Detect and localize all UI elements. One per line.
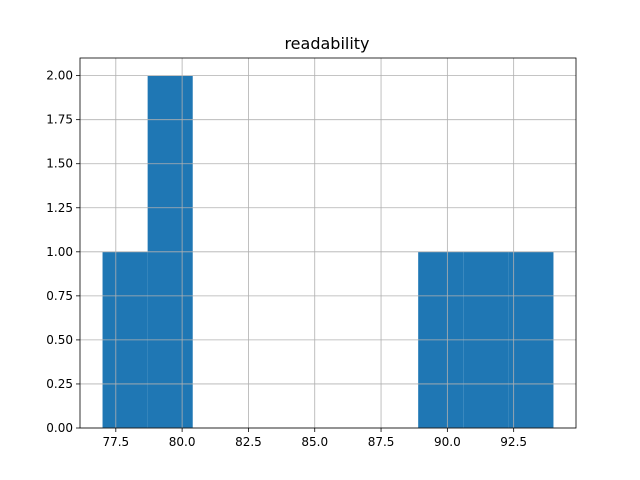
- x-tick-label: 85.0: [301, 435, 328, 449]
- y-tick-label: 1.50: [46, 157, 73, 171]
- x-tick-label: 92.5: [500, 435, 527, 449]
- x-tick-label: 87.5: [368, 435, 395, 449]
- y-tick-label: 0.75: [46, 289, 73, 303]
- y-tick-label: 1.75: [46, 113, 73, 127]
- x-tick-label: 82.5: [235, 435, 262, 449]
- x-tick-label: 90.0: [434, 435, 461, 449]
- y-tick-label: 1.25: [46, 201, 73, 215]
- y-tick-label: 0.00: [46, 421, 73, 435]
- y-tick-label: 1.00: [46, 245, 73, 259]
- axes: [79, 57, 577, 429]
- y-axis-ticks: 0.00 0.25 0.50 0.75 1.00 1.25 1.50 1.75 2.00: [46, 69, 80, 435]
- plot-frame: [79, 57, 577, 429]
- x-tick-label: 77.5: [102, 435, 129, 449]
- chart-title: readability: [284, 34, 369, 53]
- x-tick-label: 80.0: [169, 435, 196, 449]
- y-tick-label: 0.25: [46, 377, 73, 391]
- y-tick-label: 2.00: [46, 69, 73, 83]
- y-tick-label: 0.50: [46, 333, 73, 347]
- x-axis-ticks: 77.5 80.0 82.5 85.0 87.5 90.0 92.5: [102, 428, 527, 449]
